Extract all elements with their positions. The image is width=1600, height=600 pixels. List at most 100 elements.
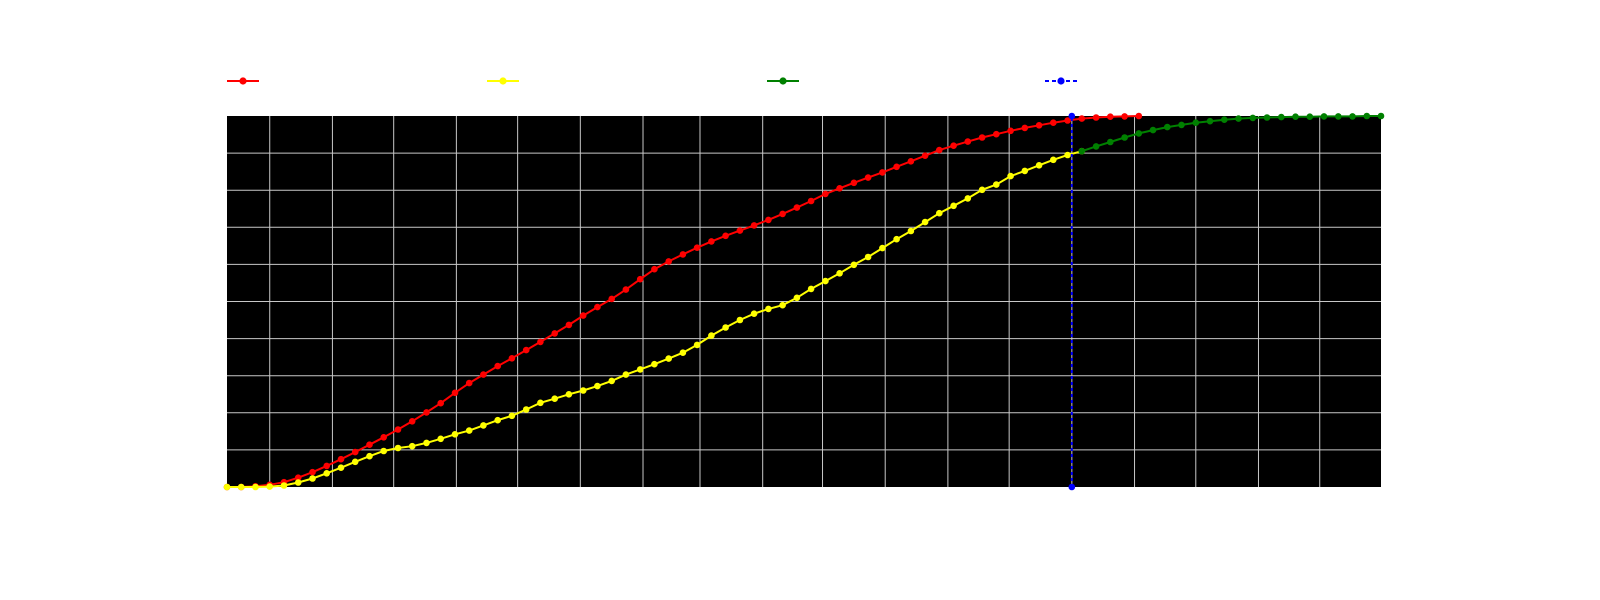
series-red-point-17: [465, 379, 473, 387]
series-green: [1078, 112, 1385, 155]
series-green-point-8: [1192, 119, 1200, 126]
series-red-point-40: [793, 204, 801, 211]
legend-entry-yellow: [487, 77, 519, 85]
series-red-point-48: [907, 158, 915, 165]
series-green-point-2: [1107, 138, 1114, 146]
series-yellow-point-53: [978, 186, 986, 194]
series-red-point-53: [978, 134, 986, 141]
series-yellow-point-47: [893, 235, 900, 243]
series-yellow-point-48: [907, 227, 915, 235]
series-yellow-point-25: [579, 387, 587, 394]
series-yellow-point-7: [323, 470, 331, 477]
series-red-point-29: [636, 275, 644, 283]
series-red-point-59: [1064, 117, 1071, 124]
series-green-point-1: [1092, 143, 1100, 150]
series-red-point-37: [750, 222, 758, 229]
series-yellow-point-22: [537, 399, 544, 407]
grid: [227, 116, 1381, 487]
series-red-point-61: [1092, 114, 1100, 121]
series-red-point-21: [522, 346, 530, 354]
series-red-point-9: [351, 448, 359, 456]
series-green-point-13: [1263, 114, 1271, 121]
legend-entry-blue: [1045, 77, 1077, 85]
series-red-point-63: [1121, 113, 1128, 120]
series-yellow-point-19: [494, 416, 502, 424]
series-yellow-point-57: [1035, 162, 1043, 169]
series-red-point-12: [394, 426, 402, 433]
series-yellow-point-30: [651, 360, 658, 368]
series-yellow-point-5: [294, 479, 302, 486]
series-yellow-point-50: [936, 209, 943, 217]
series-red-point-33: [693, 244, 701, 251]
series-yellow-point-13: [408, 442, 416, 450]
series-red-point-62: [1107, 113, 1114, 120]
series-red-point-26: [594, 303, 601, 311]
series-yellow-point-16: [451, 431, 459, 438]
series-red-point-5: [294, 474, 302, 482]
series-yellow-point-27: [608, 377, 615, 385]
series-yellow-point-32: [679, 349, 687, 357]
series-red-point-18: [480, 371, 487, 378]
series-yellow-point-38: [765, 305, 772, 313]
series-red-point-34: [708, 238, 715, 245]
series-red-point-50: [936, 146, 943, 154]
series-yellow: [223, 147, 1086, 491]
series-red-point-54: [993, 130, 1000, 138]
series-yellow-point-58: [1050, 156, 1057, 164]
series-red-point-32: [679, 251, 687, 258]
series-red-point-55: [1007, 127, 1014, 135]
series-yellow-point-3: [266, 483, 274, 490]
series-green-point-21: [1377, 112, 1385, 120]
series-red-point-23: [551, 330, 558, 337]
series-yellow-point-4: [280, 482, 288, 489]
series-green-point-16: [1306, 113, 1314, 120]
series-red-point-31: [665, 258, 672, 265]
series-red-point-28: [622, 286, 630, 293]
series-blue-point-1: [1068, 112, 1076, 120]
series-red-point-11: [380, 434, 388, 441]
series-green-point-3: [1121, 134, 1128, 141]
series-green-point-10: [1221, 116, 1228, 123]
series-red-point-20: [508, 355, 516, 362]
series-red-point-45: [864, 174, 872, 181]
legend-swatch-marker-red: [239, 77, 247, 85]
series-green-point-4: [1135, 130, 1143, 137]
series-yellow-point-9: [351, 458, 359, 466]
series-yellow-point-39: [779, 301, 786, 309]
series-green-point-11: [1235, 115, 1242, 122]
series-yellow-point-31: [665, 355, 672, 362]
series-green-point-9: [1206, 117, 1214, 125]
series-red-point-6: [309, 468, 316, 476]
series-yellow-point-17: [465, 427, 473, 434]
series-green-point-6: [1164, 123, 1171, 131]
legend: [227, 77, 1077, 85]
series-blue: [1068, 112, 1076, 491]
series-red-point-7: [323, 462, 331, 470]
series-red-point-27: [608, 295, 615, 303]
series-yellow-point-45: [864, 253, 872, 261]
series-yellow-point-41: [807, 285, 815, 293]
series-yellow-point-36: [736, 316, 744, 324]
series-red-point-43: [836, 185, 843, 192]
series-green-point-17: [1320, 113, 1328, 120]
series-yellow-point-29: [636, 366, 644, 373]
series-red-point-30: [651, 265, 658, 273]
series-red-point-22: [537, 338, 544, 346]
series-yellow-point-54: [993, 181, 1000, 188]
series-yellow-point-20: [508, 412, 516, 420]
legend-swatch-marker-blue: [1057, 77, 1065, 85]
series-yellow-point-49: [921, 218, 929, 226]
series-yellow-point-56: [1021, 167, 1029, 175]
series-red-point-19: [494, 362, 502, 370]
series-green-point-7: [1178, 121, 1185, 129]
series-green-point-0: [1078, 147, 1086, 155]
series-red-point-24: [565, 321, 573, 329]
series-blue-point-0: [1068, 483, 1076, 491]
series-red-point-57: [1035, 122, 1043, 129]
series-layer: [223, 112, 1385, 491]
series-yellow-point-2: [252, 483, 259, 491]
series-red-point-36: [736, 227, 744, 234]
series-yellow-point-46: [879, 244, 886, 252]
series-yellow-point-59: [1064, 151, 1071, 159]
